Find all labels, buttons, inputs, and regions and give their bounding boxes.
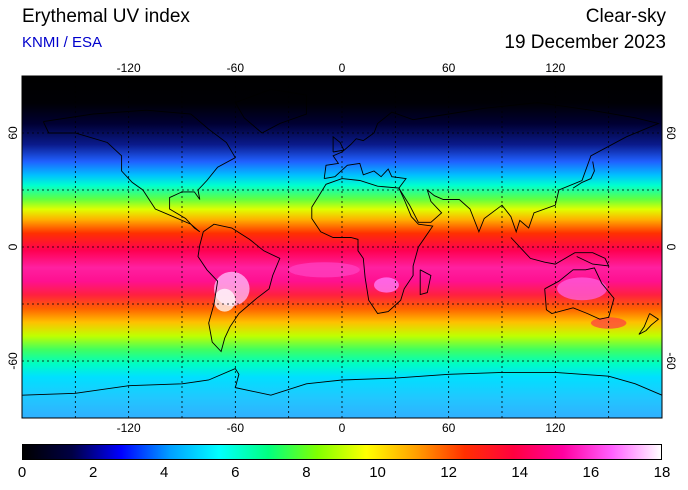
lat-tick-label: -60 (6, 352, 20, 370)
lat-ticks-left: 60 0 -60 (6, 126, 20, 370)
lat-tick-label: 60 (6, 126, 20, 140)
uv-hotspot (214, 288, 236, 312)
map-frame (21, 75, 663, 419)
color-scale-tick: 6 (231, 464, 240, 481)
uv-hotspot (374, 277, 399, 293)
lon-ticks-bottom: -120 -60 0 60 120 (117, 421, 566, 435)
coastline (197, 223, 281, 353)
lat-ticks-right: 60 0 -60 (664, 126, 678, 370)
coastlines (21, 88, 663, 396)
color-scale-tick: 14 (511, 464, 529, 481)
lat-tick-label: 0 (6, 243, 20, 250)
lon-tick-label: 120 (545, 61, 565, 75)
lat-tick-label: -60 (664, 352, 678, 370)
lon-tick-label: 0 (339, 421, 346, 435)
lon-tick-label: 60 (442, 421, 456, 435)
lat-lon-grid (22, 76, 662, 418)
coastline (572, 161, 595, 189)
color-scale-tick: 4 (160, 464, 169, 481)
lon-tick-label: 120 (545, 421, 565, 435)
lon-tick-label: -60 (227, 61, 245, 75)
color-scale-tick: 16 (582, 464, 600, 481)
lon-tick-label: -120 (117, 61, 141, 75)
map-title: Erythemal UV index (22, 6, 190, 27)
color-scale-tick: 10 (369, 464, 386, 481)
lon-ticks-top: -120 -60 0 60 120 (117, 61, 566, 75)
lat-tick-label: 0 (664, 244, 678, 251)
coastline (42, 109, 236, 233)
coastline (332, 135, 345, 153)
uv-hotspot (557, 277, 607, 301)
lon-tick-label: 0 (339, 61, 346, 75)
lon-tick-label: -120 (117, 421, 141, 435)
color-scale-tick: 0 (17, 464, 27, 481)
map-border (21, 75, 663, 419)
uv-color-scale (22, 444, 662, 460)
uv-hotspot (288, 262, 360, 278)
color-scale-tick: 18 (653, 464, 671, 481)
lon-tick-label: 60 (442, 61, 456, 75)
uv-hotspots (214, 262, 627, 329)
coastline (510, 237, 610, 267)
coastline (419, 269, 432, 296)
lat-tick-label: 60 (664, 126, 678, 140)
color-scale-tick: 12 (440, 464, 457, 481)
sky-condition: Clear-sky (585, 6, 666, 27)
coastline (311, 178, 434, 314)
color-scale-tick: 2 (88, 464, 98, 481)
map-source: KNMI / ESA (22, 34, 103, 51)
coastline (21, 368, 663, 396)
map-date: 19 December 2023 (504, 32, 666, 53)
coastline (638, 313, 660, 335)
color-scale-tick: 8 (302, 464, 311, 481)
lon-tick-label: -60 (227, 421, 245, 435)
coastline (323, 102, 660, 234)
uv-index-map: -120 -60 0 60 120 -120 -60 0 60 120 60 0 -60 60 0 -6… (6, 61, 678, 435)
